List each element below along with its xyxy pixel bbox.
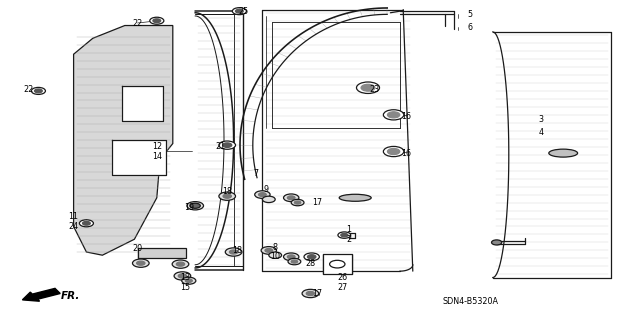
Circle shape [223, 143, 232, 147]
Circle shape [383, 146, 404, 157]
Circle shape [225, 248, 242, 256]
Circle shape [35, 89, 42, 93]
Text: 17: 17 [312, 289, 322, 298]
Circle shape [265, 249, 273, 252]
Text: 11
24: 11 24 [68, 212, 79, 231]
Text: 18: 18 [232, 246, 242, 255]
Circle shape [361, 84, 375, 91]
Circle shape [232, 8, 246, 15]
Text: 20: 20 [132, 244, 143, 253]
Text: 8
10: 8 10 [270, 243, 280, 261]
Circle shape [341, 234, 348, 237]
Text: 6: 6 [468, 23, 473, 32]
Circle shape [288, 258, 301, 265]
Circle shape [79, 220, 93, 227]
Circle shape [291, 260, 298, 263]
Circle shape [302, 289, 319, 298]
Circle shape [236, 9, 243, 13]
Circle shape [294, 201, 301, 204]
Polygon shape [74, 26, 173, 255]
Circle shape [230, 250, 238, 254]
Circle shape [330, 260, 345, 268]
Text: 7: 7 [253, 169, 259, 178]
Ellipse shape [339, 194, 371, 201]
Text: 18: 18 [222, 187, 232, 196]
Polygon shape [112, 140, 166, 175]
Text: 22: 22 [24, 85, 34, 94]
Text: 26
27: 26 27 [337, 273, 348, 292]
Circle shape [182, 277, 196, 284]
Text: 21: 21 [216, 142, 226, 151]
Circle shape [178, 274, 187, 278]
Ellipse shape [549, 149, 578, 157]
Circle shape [287, 255, 295, 259]
Circle shape [307, 255, 316, 259]
Circle shape [269, 252, 282, 258]
FancyBboxPatch shape [138, 248, 186, 258]
Text: 16: 16 [401, 149, 412, 158]
Circle shape [137, 261, 145, 265]
Circle shape [387, 112, 400, 118]
Circle shape [150, 17, 164, 24]
Circle shape [356, 82, 380, 93]
Text: FR.: FR. [61, 291, 80, 301]
Circle shape [31, 87, 45, 94]
Circle shape [306, 292, 315, 295]
Circle shape [172, 260, 189, 268]
Circle shape [287, 196, 295, 200]
Circle shape [187, 202, 204, 210]
Circle shape [304, 253, 319, 261]
FancyArrow shape [22, 288, 60, 301]
Circle shape [383, 110, 404, 120]
Text: 3: 3 [538, 115, 543, 124]
Polygon shape [122, 86, 163, 121]
Text: 23: 23 [369, 85, 380, 94]
Text: SDN4-B5320A: SDN4-B5320A [442, 297, 499, 306]
Text: 12
14: 12 14 [152, 142, 162, 161]
Text: 19: 19 [184, 203, 194, 212]
Text: 17: 17 [312, 198, 322, 207]
Text: 1
2: 1 2 [346, 225, 351, 244]
Circle shape [176, 262, 184, 266]
Circle shape [492, 240, 502, 245]
Circle shape [223, 194, 232, 198]
Circle shape [284, 253, 299, 261]
Text: 5: 5 [468, 10, 473, 19]
Text: 4: 4 [538, 128, 543, 137]
Circle shape [132, 259, 149, 267]
Circle shape [191, 204, 200, 208]
Text: 9: 9 [263, 185, 268, 194]
Text: 16: 16 [401, 112, 412, 121]
Circle shape [387, 148, 400, 155]
Circle shape [153, 19, 161, 23]
Circle shape [284, 194, 299, 202]
Circle shape [259, 193, 266, 197]
Circle shape [338, 232, 351, 238]
Circle shape [174, 272, 191, 280]
Text: 22: 22 [132, 19, 143, 28]
Circle shape [186, 279, 192, 283]
FancyBboxPatch shape [323, 254, 352, 274]
Circle shape [219, 141, 236, 149]
Circle shape [262, 196, 275, 203]
Circle shape [219, 192, 236, 200]
Text: 13
15: 13 15 [180, 273, 191, 292]
Circle shape [83, 221, 90, 225]
Circle shape [291, 199, 304, 206]
Text: 25: 25 [238, 7, 248, 16]
Text: 28: 28 [305, 259, 316, 268]
Circle shape [261, 247, 276, 254]
Circle shape [190, 203, 200, 208]
Circle shape [255, 191, 270, 198]
